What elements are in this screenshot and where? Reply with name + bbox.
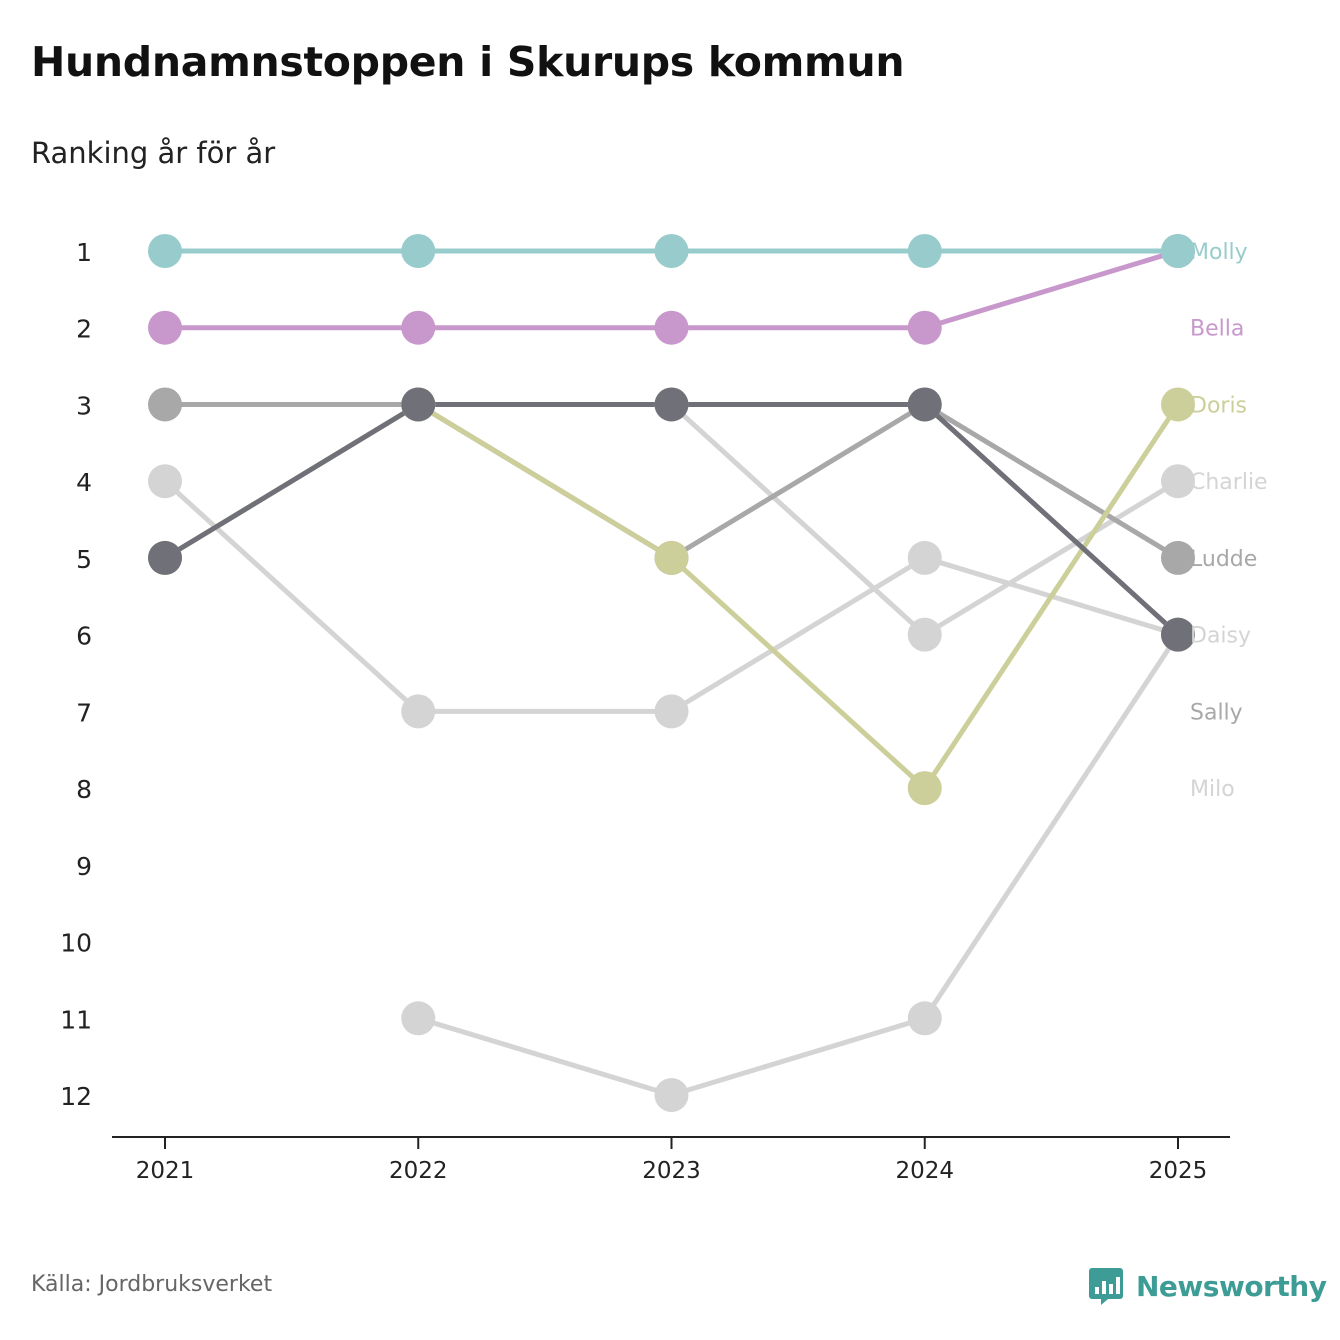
- series-line-sally: [162, 478, 1181, 714]
- chart-title: Hundnamnstoppen i Skurups kommun: [31, 38, 905, 86]
- point-molly-2025: [1161, 234, 1195, 268]
- point-molly-2024: [907, 234, 942, 268]
- series-line-daisy: [162, 401, 1181, 638]
- point-bella-2023: [654, 310, 689, 345]
- y-tick-label-4: 4: [76, 468, 92, 497]
- x-tick-label-2022: 2022: [389, 1158, 448, 1184]
- point-doris-2023: [654, 540, 689, 575]
- point-milo-2022: [401, 1001, 436, 1036]
- logo-bar-2: [1102, 1281, 1106, 1294]
- point-sally-2021: [148, 464, 182, 499]
- x-tick-label-2021: 2021: [136, 1158, 195, 1184]
- x-tick-label-2024: 2024: [895, 1158, 954, 1184]
- x-axis-ticks: 2021 2022 2023 2024 2025: [136, 1137, 1208, 1184]
- y-tick-label-11: 11: [60, 1005, 92, 1034]
- series-label-molly: Molly: [1190, 240, 1248, 265]
- series-line-milo: [415, 632, 1181, 1098]
- y-tick-label-5: 5: [76, 545, 92, 574]
- point-sally-2024: [907, 540, 942, 575]
- point-sally-2023: [654, 694, 689, 729]
- point-molly-2022: [401, 234, 436, 268]
- series-label-doris: Doris: [1190, 393, 1247, 418]
- series-labels: Molly Bella Doris Charlie Ludde Daisy Sally Mil…: [1190, 240, 1268, 802]
- point-milo-2024: [907, 1001, 942, 1036]
- series-label-daisy: Daisy: [1190, 624, 1251, 649]
- brand-name: Newsworthy: [1136, 1269, 1327, 1303]
- point-bella-2021: [148, 310, 182, 345]
- y-tick-label-9: 9: [76, 852, 92, 881]
- series-label-bella: Bella: [1190, 317, 1244, 342]
- point-ludde-2021: [148, 387, 182, 422]
- logo-bar-4: [1116, 1277, 1120, 1294]
- logo-bar-3: [1109, 1284, 1113, 1294]
- series-label-milo: Milo: [1190, 777, 1235, 802]
- series-points: [148, 234, 1195, 1113]
- point-molly-2023: [654, 234, 689, 268]
- x-tick-label-2023: 2023: [642, 1158, 701, 1184]
- series-label-sally: Sally: [1190, 700, 1243, 725]
- y-tick-label-3: 3: [76, 391, 92, 420]
- logo-bar-1: [1095, 1287, 1099, 1294]
- point-molly-2021: [148, 234, 182, 268]
- point-bella-2024: [907, 310, 942, 345]
- point-doris-2024: [907, 771, 942, 806]
- chart-subtitle: Ranking år för år: [31, 136, 276, 170]
- y-tick-label-10: 10: [60, 929, 92, 958]
- x-tick-label-2025: 2025: [1149, 1158, 1208, 1184]
- point-daisy-2025: [1161, 617, 1195, 652]
- y-tick-label-1: 1: [76, 238, 92, 267]
- point-daisy-2021: [148, 540, 182, 575]
- y-tick-label-7: 7: [76, 698, 92, 727]
- point-daisy-2023: [654, 387, 689, 422]
- point-charlie-2024: [907, 617, 942, 652]
- y-tick-label-6: 6: [76, 622, 92, 651]
- source-note: Källa: Jordbruksverket: [31, 1272, 273, 1297]
- point-sally-2022: [401, 694, 436, 729]
- y-tick-label-8: 8: [76, 775, 92, 804]
- y-tick-label-2: 2: [76, 315, 92, 344]
- point-ludde-2025: [1161, 540, 1195, 575]
- y-tick-label-12: 12: [60, 1082, 92, 1111]
- point-charlie-2025: [1161, 464, 1195, 499]
- series-line-doris: [162, 401, 1181, 791]
- point-bella-2022: [401, 310, 436, 345]
- series-label-charlie: Charlie: [1190, 470, 1268, 495]
- series-line-ludde: [162, 401, 1181, 561]
- newsworthy-logo: Newsworthy: [1088, 1266, 1327, 1306]
- series-lines: [162, 248, 1181, 1098]
- point-milo-2023: [654, 1078, 689, 1113]
- point-daisy-2022: [401, 387, 436, 422]
- point-doris-2025: [1161, 387, 1195, 422]
- point-daisy-2024: [907, 387, 942, 422]
- bar-chart-speech-bubble-icon: [1089, 1268, 1123, 1305]
- series-label-ludde: Ludde: [1190, 547, 1257, 572]
